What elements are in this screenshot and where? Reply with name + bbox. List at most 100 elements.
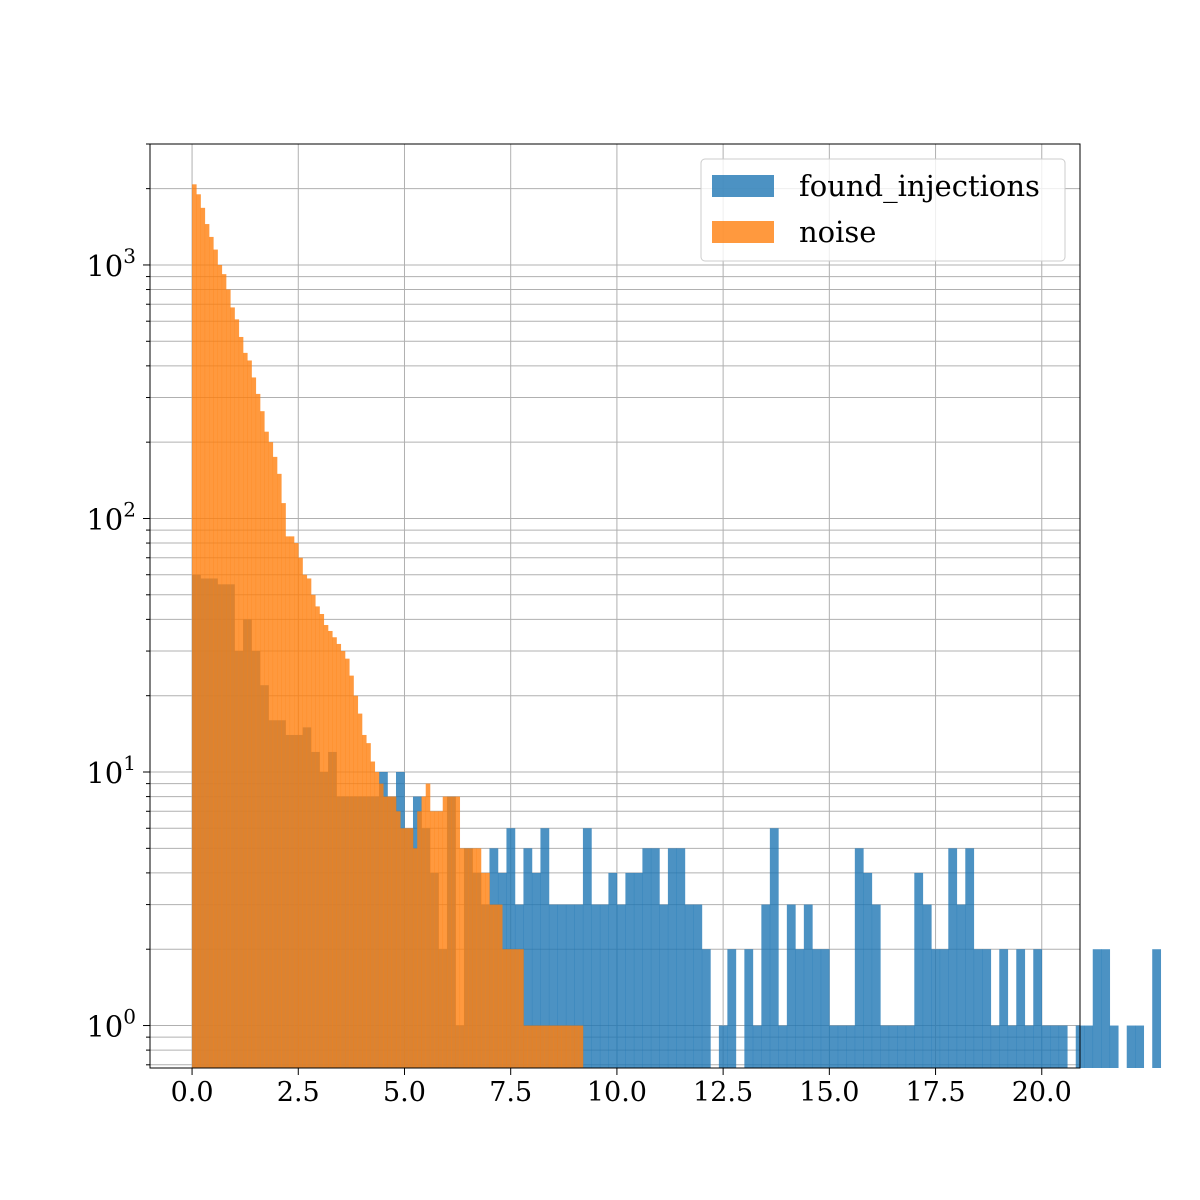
- noise-bar-82: [540, 1025, 545, 1068]
- found_injections-bar-77: [846, 1025, 856, 1068]
- found_injections-bar-105: [1084, 1025, 1094, 1068]
- noise-bar-42: [370, 761, 376, 1068]
- found_injections-bar-44: [565, 904, 575, 1068]
- noise-bar-71: [493, 904, 499, 1068]
- noise-bar-87: [561, 1025, 567, 1068]
- x-tick-label-8: 20.0: [1012, 1077, 1072, 1108]
- noise-bar-6: [217, 264, 223, 1068]
- found_injections-bar-94: [990, 1025, 1000, 1068]
- y-tick-label-1: 101: [86, 751, 136, 790]
- noise-bar-34: [336, 643, 342, 1068]
- found_injections-bar-50: [616, 904, 626, 1068]
- found_injections-bar-101: [1050, 1025, 1060, 1068]
- noise-bar-50: [404, 828, 410, 1068]
- found_injections-bar-46: [582, 828, 592, 1068]
- found_injections-bar-65: [744, 949, 754, 1068]
- found_injections-bar-72: [803, 904, 813, 1068]
- found_injections-bar-76: [837, 1025, 847, 1068]
- found_injections-bar-66: [752, 1025, 762, 1068]
- noise-bar-44: [378, 783, 384, 1068]
- found_injections-bar-67: [761, 904, 771, 1068]
- found_injections-bar-37: [506, 828, 516, 1068]
- found_injections-bar-41: [540, 828, 550, 1068]
- found_injections-bar-58: [684, 904, 694, 1068]
- noise-bar-26: [302, 574, 308, 1068]
- found_injections-bar-48: [599, 904, 609, 1068]
- noise-bar-48: [395, 811, 401, 1068]
- found_injections-bar-39: [523, 848, 533, 1068]
- noise-bar-40: [362, 734, 367, 1068]
- x-tick-label-7: 17.5: [905, 1077, 965, 1108]
- noise-bar-76: [514, 949, 520, 1068]
- noise-bar-84: [548, 1025, 554, 1068]
- found_injections-bar-86: [922, 904, 932, 1068]
- noise-bar-85: [553, 1025, 558, 1068]
- noise-bar-11: [238, 336, 244, 1068]
- found_injections-bar-60: [701, 949, 711, 1068]
- noise-bar-66: [472, 848, 478, 1068]
- found_injections-bar-110: [1126, 1025, 1136, 1068]
- x-tick-label-6: 15.0: [799, 1077, 859, 1108]
- found_injections-bar-111: [1135, 1025, 1145, 1068]
- found_injections-bar-42: [548, 904, 558, 1068]
- legend-swatch-noise: [712, 221, 774, 243]
- found_injections-bar-97: [1016, 949, 1026, 1068]
- noise-bar-60: [446, 796, 452, 1068]
- noise-bar-30: [319, 614, 325, 1068]
- found_injections-bar-108: [1109, 1025, 1119, 1068]
- noise-bar-19: [272, 456, 278, 1068]
- found_injections-bar-85: [914, 872, 924, 1068]
- noise-bar-70: [489, 904, 495, 1068]
- found_injections-bar-96: [1007, 1025, 1017, 1068]
- found_injections-bar-106: [1092, 949, 1102, 1068]
- noise-bar-49: [400, 828, 405, 1068]
- noise-bar-73: [502, 949, 507, 1068]
- noise-bar-90: [574, 1025, 579, 1068]
- noise-bar-52: [412, 848, 418, 1068]
- found_injections-bar-87: [931, 949, 941, 1068]
- found_injections-bar-73: [812, 949, 822, 1068]
- noise-bar-58: [438, 811, 444, 1068]
- noise-bar-80: [531, 1025, 537, 1068]
- found_injections-bar-52: [633, 872, 643, 1068]
- noise-bar-55: [425, 783, 431, 1068]
- noise-bar-56: [429, 811, 435, 1068]
- found_injections-bar-91: [965, 848, 975, 1068]
- axis-ticks: 0.0 2.5 5.0 7.5 10.0 12.5 15.0 17.5 20.0 100 101 10…: [86, 143, 1072, 1108]
- y-tick-label-2: 102: [86, 497, 136, 536]
- noise-bar-83: [544, 1025, 550, 1068]
- found_injections-bar-62: [718, 1025, 728, 1068]
- found_injections-bar-107: [1101, 949, 1111, 1068]
- noise-bar-33: [332, 637, 337, 1068]
- noise-bar-8: [226, 289, 231, 1068]
- found_injections-bar-82: [888, 1025, 898, 1068]
- noise-bar-20: [277, 473, 282, 1068]
- found_injections-bar-53: [642, 848, 652, 1068]
- noise-bar-18: [268, 442, 274, 1068]
- found_injections-bar-83: [897, 1025, 907, 1068]
- noise-bar-72: [497, 904, 503, 1068]
- noise-bar-5: [213, 249, 218, 1068]
- noise-bar-37: [349, 675, 354, 1068]
- x-tick-label-1: 2.5: [277, 1077, 320, 1108]
- x-tick-label-4: 10.0: [587, 1077, 647, 1108]
- found_injections-bar-79: [863, 872, 873, 1068]
- noise-bar-53: [417, 811, 422, 1068]
- noise-bar-88: [565, 1025, 571, 1068]
- noise-bar-39: [357, 713, 363, 1068]
- found_injections-bar-99: [1033, 949, 1043, 1068]
- found_injections-bar-90: [956, 904, 966, 1068]
- noise-bar-91: [578, 1025, 584, 1068]
- noise-bar-3: [204, 224, 210, 1068]
- found_injections-bar-55: [659, 904, 669, 1068]
- noise-bar-32: [328, 630, 333, 1068]
- noise-bar-77: [519, 949, 524, 1068]
- legend-box: [700, 158, 1066, 262]
- x-tick-label-0: 0.0: [171, 1077, 214, 1108]
- y-tick-label-3: 103: [86, 244, 136, 283]
- noise-bar-78: [523, 1025, 528, 1068]
- found_injections-bar-40: [531, 872, 541, 1068]
- noise-bar-43: [374, 772, 380, 1068]
- found_injections-bar-75: [829, 1025, 839, 1068]
